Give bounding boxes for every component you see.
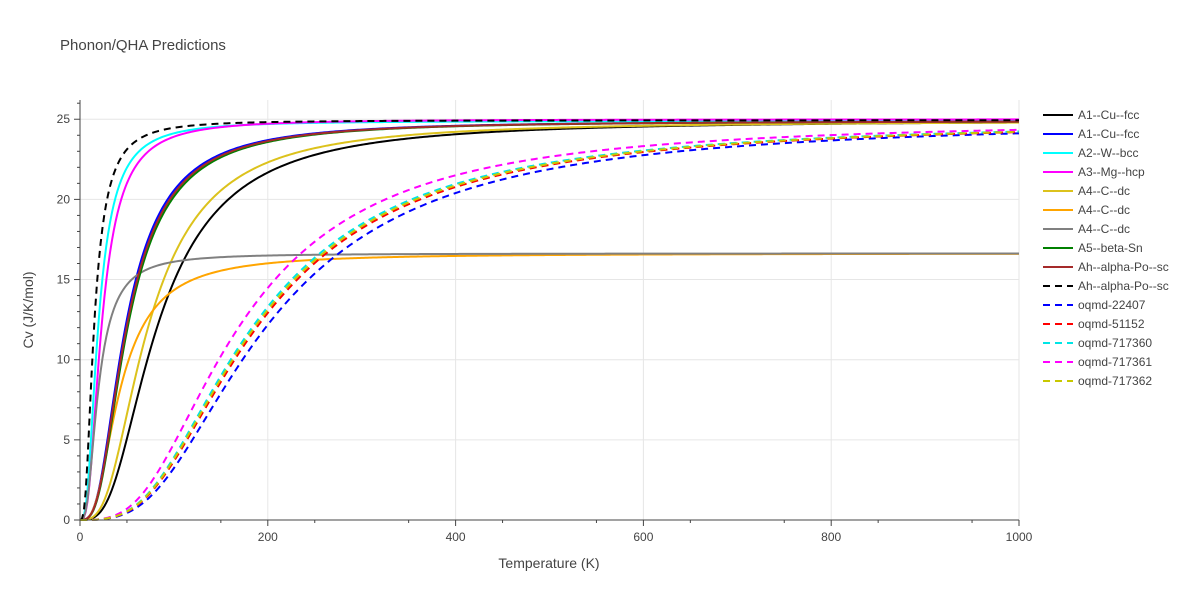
legend-label: oqmd-717362 (1078, 374, 1152, 388)
legend-label: A1--Cu--fcc (1078, 127, 1139, 141)
legend-label: A4--C--dc (1078, 203, 1130, 217)
x-tick-label: 1000 (1006, 530, 1033, 544)
grid (80, 100, 1020, 520)
series-line (79, 252, 1019, 521)
series-line (79, 118, 1019, 521)
x-tick-label: 400 (446, 530, 466, 544)
y-tick-label: 20 (57, 192, 71, 206)
legend-label: A2--W--bcc (1078, 146, 1138, 160)
legend-label: Ah--alpha-Po--sc (1078, 260, 1169, 274)
legend-label: A1--Cu--fcc (1078, 108, 1139, 122)
series-group (79, 118, 1020, 521)
series-line (80, 128, 1020, 521)
x-tick-label: 800 (821, 530, 841, 544)
legend-label: A4--C--dc (1078, 184, 1130, 198)
series-line (80, 132, 1020, 521)
y-tick-label: 10 (57, 353, 71, 367)
x-axis-label: Temperature (K) (498, 555, 599, 571)
series-line (79, 119, 1019, 521)
y-tick-label: 25 (57, 112, 71, 126)
legend-label: oqmd-51152 (1078, 317, 1145, 331)
y-axis-label: Cv (J/K/mol) (20, 272, 36, 349)
axes: 0 200 400 600 800 1000 0 5 10 15 20 25 (57, 100, 1033, 544)
legend-label: A5--beta-Sn (1078, 241, 1143, 255)
series-line (79, 121, 1020, 521)
legend-label: oqmd-22407 (1078, 298, 1146, 312)
series-line (79, 120, 1019, 521)
y-tick-label: 0 (63, 513, 70, 527)
legend-label: oqmd-717361 (1078, 355, 1152, 369)
series-line (80, 130, 1020, 521)
series-line (79, 119, 1019, 521)
series-line (80, 130, 1020, 521)
legend-label: Ah--alpha-Po--sc (1078, 279, 1169, 293)
series-line (79, 121, 1020, 521)
y-tick-label: 15 (57, 273, 71, 287)
legend-label: A3--Mg--hcp (1078, 165, 1145, 179)
legend-label: oqmd-717360 (1078, 336, 1152, 350)
chart-title: Phonon/QHA Predictions (60, 37, 226, 54)
x-tick-label: 0 (77, 530, 84, 544)
series-line (79, 120, 1019, 521)
x-tick-label: 600 (633, 530, 653, 544)
series-line (79, 252, 1019, 521)
legend: A1--Cu--fcc A1--Cu--fcc A2--W--bcc A3--Mg--… (1043, 108, 1169, 388)
legend-label: A4--C--dc (1078, 222, 1130, 236)
series-line (79, 120, 1019, 521)
y-tick-label: 5 (63, 433, 70, 447)
x-tick-label: 200 (258, 530, 278, 544)
